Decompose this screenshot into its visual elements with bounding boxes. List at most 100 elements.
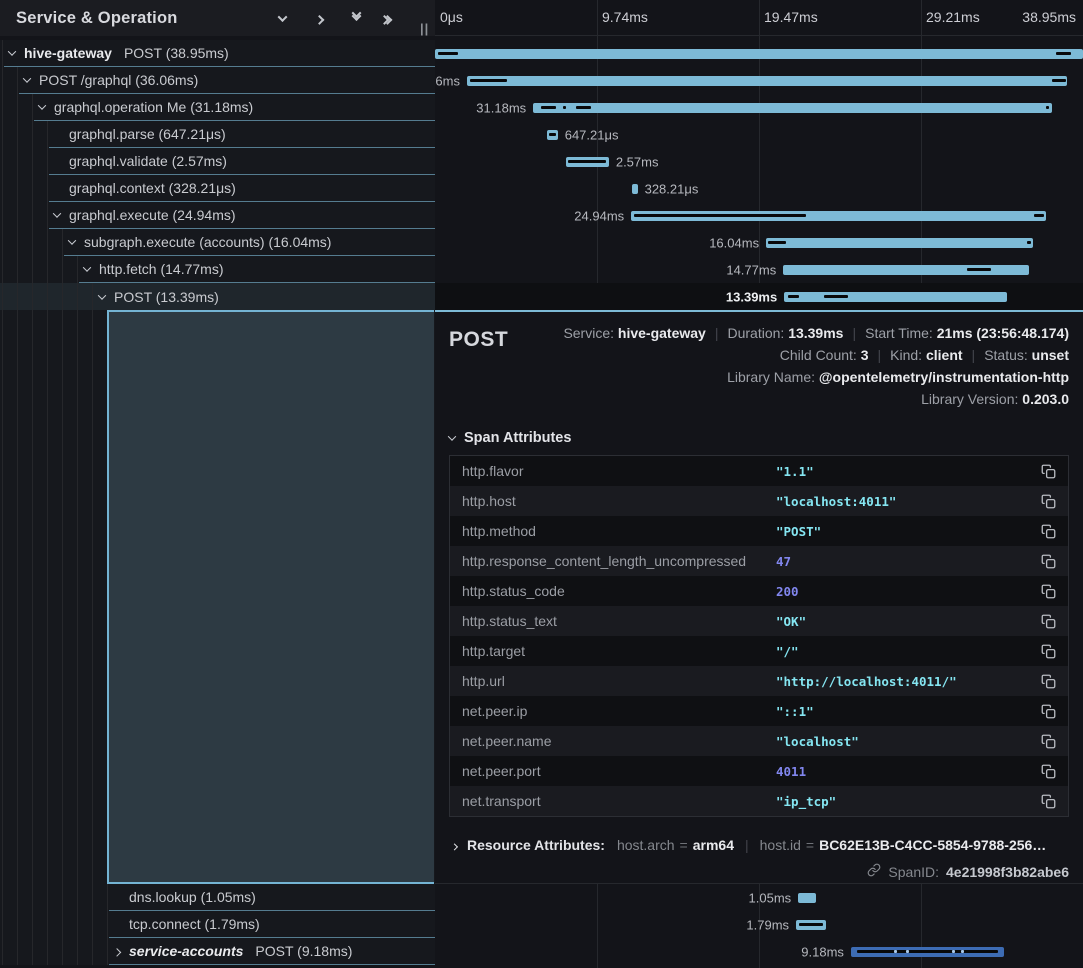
span-bar-cell[interactable]: 24.94ms bbox=[435, 202, 1083, 229]
span-label[interactable]: graphql.operation Me (31.18ms) bbox=[34, 94, 435, 121]
child-span-marker bbox=[856, 950, 999, 953]
link-icon[interactable] bbox=[867, 863, 881, 880]
span-bar-cell[interactable]: 1.79ms bbox=[435, 911, 1083, 938]
span-duration-bar[interactable] bbox=[783, 264, 1029, 275]
copy-icon[interactable] bbox=[1040, 643, 1056, 659]
copy-icon[interactable] bbox=[1040, 523, 1056, 539]
span-tree-cell[interactable]: graphql.execute (24.94ms) bbox=[0, 202, 435, 229]
child-span-marker bbox=[1033, 214, 1044, 217]
span-tree-cell[interactable]: service-accounts POST (9.18ms) bbox=[0, 938, 435, 965]
span-duration-label: 24.94ms bbox=[574, 208, 625, 223]
timeline-tick-label: 0μs bbox=[440, 9, 463, 25]
span-tree-cell[interactable]: graphql.parse (647.21μs) bbox=[0, 121, 435, 148]
span-bar-cell[interactable]: 1.05ms bbox=[435, 884, 1083, 911]
span-tree-cell[interactable]: POST (13.39ms) bbox=[0, 283, 435, 310]
span-label[interactable]: subgraph.execute (accounts) (16.04ms) bbox=[64, 229, 435, 256]
span-tree-cell[interactable]: graphql.context (328.21μs) bbox=[0, 175, 435, 202]
span-bar-cell[interactable]: 647.21μs bbox=[435, 121, 1083, 148]
span-duration-label: 9.18ms bbox=[801, 944, 844, 959]
attribute-key: net.peer.name bbox=[462, 733, 552, 749]
span-label[interactable]: graphql.execute (24.94ms) bbox=[49, 202, 435, 229]
span-tree-cell[interactable]: http.fetch (14.77ms) bbox=[0, 256, 435, 283]
span-duration-bar[interactable] bbox=[798, 892, 816, 903]
panel-splitter-handle[interactable]: || bbox=[420, 21, 430, 36]
copy-icon[interactable] bbox=[1040, 733, 1056, 749]
span-attributes-table: http.flavor "1.1" http.host "localhost:4011… bbox=[449, 455, 1069, 817]
span-duration-label: 31.18ms bbox=[476, 100, 527, 115]
expand-level-icon[interactable] bbox=[309, 8, 329, 28]
collapse-span-icon[interactable] bbox=[37, 101, 46, 110]
span-attributes-toggle[interactable]: Span Attributes bbox=[447, 430, 1069, 446]
child-span-marker bbox=[767, 241, 787, 244]
span-operation-label: graphql.parse (647.21μs) bbox=[69, 126, 226, 142]
span-duration-label: 1.79ms bbox=[746, 917, 790, 932]
span-bar-cell[interactable]: 14.77ms bbox=[435, 256, 1083, 283]
child-span-marker bbox=[1055, 52, 1071, 55]
copy-icon[interactable] bbox=[1040, 673, 1056, 689]
collapse-span-icon[interactable] bbox=[7, 47, 16, 56]
span-tree-cell[interactable]: subgraph.execute (accounts) (16.04ms) bbox=[0, 229, 435, 256]
span-bar-cell[interactable]: 38.95ms bbox=[435, 40, 1083, 67]
collapse-span-icon[interactable] bbox=[97, 290, 106, 300]
copy-icon[interactable] bbox=[1040, 493, 1056, 509]
resource-attributes-toggle[interactable]: Resource Attributes: host.arch = arm64 | host… bbox=[449, 837, 1069, 853]
expand-span-icon[interactable] bbox=[112, 948, 121, 957]
span-label[interactable]: POST /graphql (36.06ms) bbox=[19, 67, 435, 94]
collapse-span-icon[interactable] bbox=[22, 74, 31, 83]
span-bar-cell[interactable]: 36.06ms bbox=[435, 67, 1083, 94]
span-duration-bar[interactable] bbox=[435, 48, 1083, 59]
copy-icon[interactable] bbox=[1040, 613, 1056, 629]
collapse-all-icon[interactable] bbox=[346, 8, 366, 28]
tree-indent-guides bbox=[0, 121, 49, 148]
span-label[interactable]: graphql.validate (2.57ms) bbox=[49, 148, 435, 175]
overview-value: 3 bbox=[860, 347, 869, 363]
collapse-level-icon[interactable] bbox=[272, 8, 292, 28]
span-duration-bar[interactable] bbox=[631, 210, 1047, 221]
span-bar-cell[interactable]: 13.39ms bbox=[435, 283, 1083, 310]
span-tree-cell[interactable]: graphql.validate (2.57ms) bbox=[0, 148, 435, 175]
span-duration-bar[interactable] bbox=[466, 75, 1067, 86]
collapse-span-icon[interactable] bbox=[82, 263, 91, 272]
span-bar-cell[interactable]: 9.18ms bbox=[435, 938, 1083, 965]
span-tree-cell[interactable]: hive-gateway POST (38.95ms) bbox=[0, 40, 435, 67]
copy-icon[interactable] bbox=[1040, 463, 1056, 479]
span-label[interactable]: hive-gateway POST (38.95ms) bbox=[4, 40, 435, 67]
span-duration-label: 1.05ms bbox=[748, 890, 792, 905]
span-tree-cell[interactable]: POST /graphql (36.06ms) bbox=[0, 67, 435, 94]
span-duration-bar[interactable] bbox=[533, 102, 1052, 113]
overview-value: unset bbox=[1031, 347, 1069, 363]
span-label[interactable]: http.fetch (14.77ms) bbox=[79, 256, 435, 283]
span-bar-cell[interactable]: 328.21μs bbox=[435, 175, 1083, 202]
collapse-span-icon[interactable] bbox=[67, 236, 76, 245]
tree-header: Service & Operation bbox=[0, 0, 435, 36]
copy-icon[interactable] bbox=[1040, 763, 1056, 779]
tree-indent-guides bbox=[0, 283, 94, 310]
span-bar-cell[interactable]: 2.57ms bbox=[435, 148, 1083, 175]
span-label[interactable]: graphql.context (328.21μs) bbox=[49, 175, 435, 202]
collapse-span-icon[interactable] bbox=[52, 209, 61, 218]
overview-value: 21ms (23:56:48.174) bbox=[936, 325, 1069, 341]
span-duration-bar[interactable] bbox=[766, 237, 1033, 248]
span-bar-cell[interactable]: 16.04ms bbox=[435, 229, 1083, 256]
span-operation-label: POST (38.95ms) bbox=[123, 45, 229, 61]
span-bar-cell[interactable]: 31.18ms bbox=[435, 94, 1083, 121]
span-tree-cell[interactable]: dns.lookup (1.05ms) bbox=[0, 884, 435, 911]
span-duration-bar[interactable] bbox=[632, 183, 638, 194]
copy-icon[interactable] bbox=[1040, 703, 1056, 719]
span-label[interactable]: tcp.connect (1.79ms) bbox=[109, 911, 435, 938]
span-label[interactable]: graphql.parse (647.21μs) bbox=[49, 121, 435, 148]
span-tree-cell[interactable]: tcp.connect (1.79ms) bbox=[0, 911, 435, 938]
copy-icon[interactable] bbox=[1040, 793, 1056, 809]
span-label[interactable]: service-accounts POST (9.18ms) bbox=[109, 938, 435, 965]
tree-indent-guides bbox=[0, 911, 109, 938]
span-duration-bar[interactable] bbox=[784, 291, 1007, 302]
child-span-marker bbox=[541, 106, 557, 109]
copy-icon[interactable] bbox=[1040, 583, 1056, 599]
span-label[interactable]: dns.lookup (1.05ms) bbox=[109, 884, 435, 911]
span-tree-cell[interactable]: graphql.operation Me (31.18ms) bbox=[0, 94, 435, 121]
overview-divider: | bbox=[714, 325, 719, 341]
copy-icon[interactable] bbox=[1040, 553, 1056, 569]
expand-all-icon[interactable] bbox=[379, 8, 403, 28]
span-label[interactable]: POST (13.39ms) bbox=[94, 283, 435, 310]
span-duration-label: 13.39ms bbox=[725, 289, 778, 304]
